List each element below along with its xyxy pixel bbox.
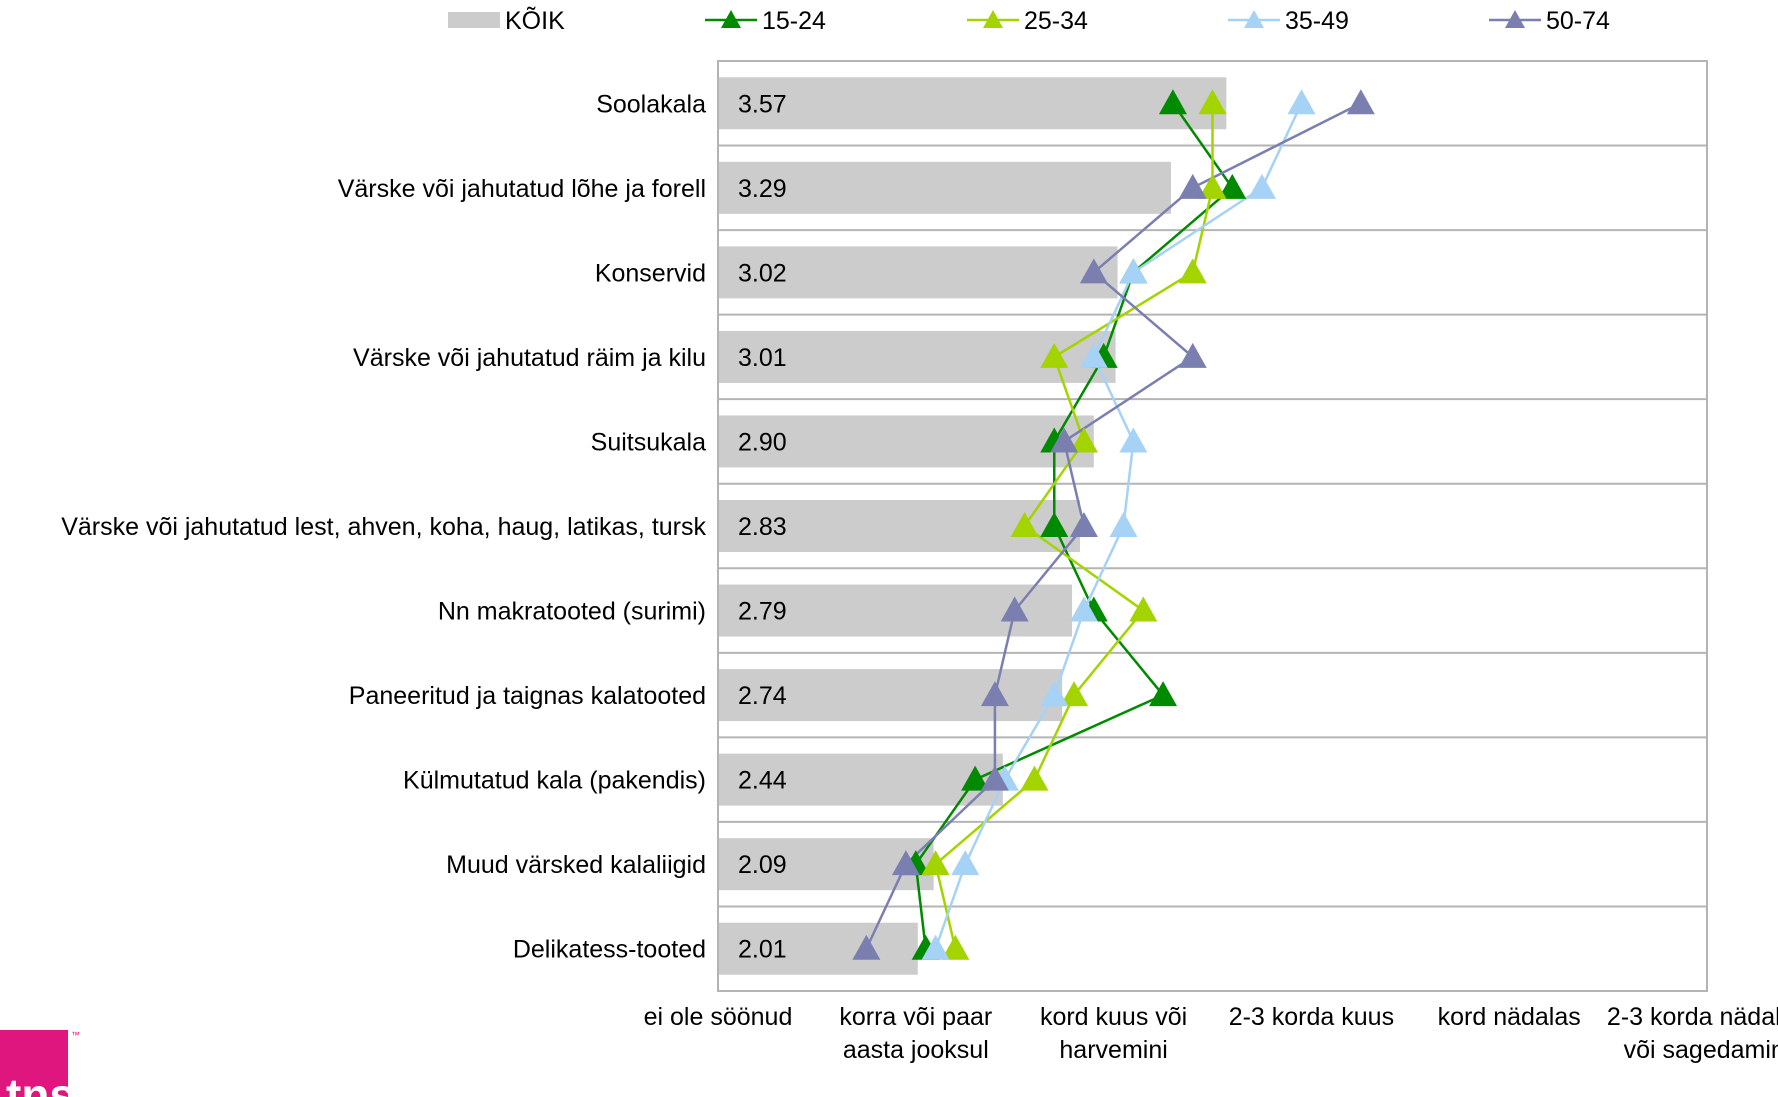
- point-50-74: [1069, 512, 1098, 537]
- point-50-74: [1000, 596, 1029, 622]
- bar-value-label: 2.90: [738, 428, 787, 456]
- legend-marker: [1244, 10, 1264, 28]
- point-15-24: [1218, 173, 1247, 199]
- bar-value-label: 3.02: [738, 259, 787, 287]
- point-50-74: [852, 934, 881, 960]
- point-35-49: [1119, 258, 1148, 284]
- logo-trademark: ™: [71, 1030, 80, 1040]
- bar-value-label: 3.01: [738, 344, 787, 372]
- category-label: Külmutatud kala (pakendis): [403, 767, 706, 795]
- bar-value-label: 2.44: [738, 767, 787, 795]
- legend-label: 25-34: [1024, 7, 1088, 35]
- category-label: Suitsukala: [591, 428, 706, 456]
- point-25-34: [1178, 258, 1207, 284]
- markers-50-74: [852, 89, 1375, 960]
- legend-label: 15-24: [762, 7, 826, 35]
- x-tick-label: ei ole söönud: [644, 1003, 793, 1031]
- x-axis-tick-labels: ei ole söönud korra või paar aasta jooksul…: [644, 1003, 1778, 1064]
- plot-area: 3.57 3.29 3.02 3.01 2.90 2.83 2.79 2.74 2.44 2.09…: [717, 60, 1708, 992]
- point-25-34: [1198, 89, 1227, 115]
- bar-koik: [719, 161, 1171, 214]
- point-35-49: [921, 934, 950, 960]
- point-50-74: [1346, 89, 1375, 115]
- category-label: Värske või jahutatud lõhe ja forell: [338, 175, 706, 203]
- point-15-24: [1149, 681, 1178, 707]
- logo-text: tns: [6, 1069, 68, 1097]
- point-50-74: [980, 681, 1009, 707]
- markers-25-34: [921, 89, 1227, 960]
- legend-marker: [1505, 10, 1525, 28]
- legend: KÕIK 15-24 25-34 35-49 50-74: [448, 6, 1610, 35]
- point-35-49: [1109, 512, 1138, 537]
- markers-35-49: [921, 89, 1316, 960]
- point-35-49: [1040, 681, 1069, 707]
- category-label: Muud värsked kalaliigid: [446, 851, 706, 879]
- point-50-74: [891, 850, 920, 876]
- bar-koik: [719, 415, 1094, 468]
- point-50-74: [1178, 173, 1207, 199]
- point-35-49: [1069, 596, 1098, 622]
- bar-koik: [719, 753, 1003, 806]
- legend-swatch-koik: [448, 12, 500, 28]
- point-50-74: [1079, 258, 1108, 284]
- point-35-49: [951, 850, 980, 876]
- bar-value-label: 3.57: [738, 90, 787, 118]
- x-tick-label: kord kuus või harvemini: [1040, 1003, 1187, 1064]
- bar-koik: [719, 669, 1063, 722]
- tns-logo: tns: [0, 1030, 68, 1097]
- plot-frame: [717, 60, 1708, 992]
- x-tick-label: kord nädalas: [1438, 1003, 1581, 1031]
- category-label: Soolakala: [596, 90, 706, 118]
- x-tick-label: korra või paar aasta jooksul: [839, 1003, 992, 1064]
- point-35-49: [1247, 173, 1276, 199]
- bar-value-label: 2.83: [738, 513, 787, 541]
- point-25-34: [1069, 427, 1098, 453]
- category-label: Konservid: [595, 259, 706, 287]
- legend-marker: [983, 10, 1003, 28]
- bar-value-label: 2.74: [738, 682, 787, 710]
- bar-value-label: 2.09: [738, 851, 787, 879]
- category-labels: Soolakala Värske või jahutatud lõhe ja fo…: [61, 90, 706, 963]
- point-35-49: [1079, 342, 1108, 368]
- point-25-34: [1198, 173, 1227, 199]
- point-25-34: [1020, 765, 1049, 791]
- point-25-34: [921, 850, 950, 876]
- point-15-24: [961, 765, 990, 791]
- x-tick-label: 2-3 korda nädalasvõi sagedamini: [1607, 1003, 1778, 1064]
- point-35-49: [1287, 89, 1316, 115]
- point-50-74: [1050, 427, 1079, 453]
- bar-value-label: 3.29: [738, 175, 787, 203]
- category-label: Paneeritud ja taignas kalatooted: [349, 682, 706, 710]
- legend-marker: [721, 10, 741, 28]
- category-label: Värske või jahutatud lest, ahven, koha, …: [61, 513, 706, 541]
- x-tick-label: 2-3 korda kuus: [1229, 1003, 1394, 1031]
- category-label: Delikatess-tooted: [513, 936, 706, 964]
- point-25-34: [1040, 342, 1069, 368]
- point-50-74: [1178, 342, 1207, 368]
- point-15-24: [1158, 89, 1187, 115]
- point-25-34: [1060, 681, 1089, 707]
- point-35-49: [1119, 427, 1148, 453]
- bar-koik: [719, 77, 1227, 130]
- category-label: Nn makratooted (surimi): [438, 598, 706, 626]
- point-25-34: [1010, 512, 1039, 537]
- legend-label: 50-74: [1546, 7, 1610, 35]
- bar-koik: [719, 922, 918, 975]
- category-label: Värske või jahutatud räim ja kilu: [353, 344, 706, 372]
- bar-value-label: 2.79: [738, 598, 787, 626]
- legend-label: 35-49: [1285, 7, 1349, 35]
- point-15-24: [1040, 512, 1069, 537]
- point-25-34: [1129, 596, 1158, 622]
- point-25-34: [941, 934, 970, 960]
- bar-koik: [719, 246, 1118, 299]
- point-50-74: [980, 765, 1009, 791]
- bar-value-label: 2.01: [738, 936, 787, 964]
- legend-label: KÕIK: [505, 6, 565, 35]
